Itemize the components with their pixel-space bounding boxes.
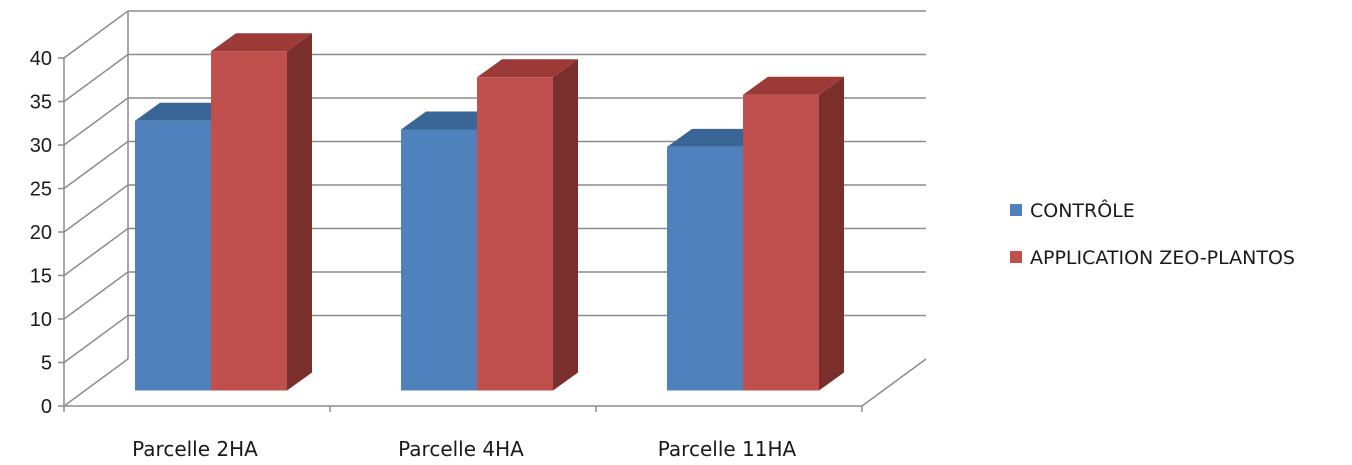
y-tick-label: 0 <box>41 396 52 418</box>
floor-right-edge <box>861 358 927 407</box>
x-tick-label: Parcelle 11HA <box>658 437 797 461</box>
y-tick-label: 20 <box>30 222 52 244</box>
bar-top <box>667 128 768 147</box>
bar-top <box>477 59 578 78</box>
labels-layer: 0 5 10 15 20 25 30 35 40 Parcelle 2HA Parcelle 4HA… <box>30 48 797 461</box>
bar <box>477 59 578 391</box>
y-tick-label: 30 <box>30 135 52 157</box>
legend: CONTRÔLE APPLICATION ZEO-PLANTOS <box>1010 198 1295 269</box>
bar-side <box>553 59 578 391</box>
bar-front <box>135 120 211 391</box>
side-wall-gridline <box>63 271 129 320</box>
bar-top <box>211 33 312 52</box>
side-wall-gridline <box>63 314 129 364</box>
bar <box>211 33 312 391</box>
bar-side <box>287 33 312 391</box>
y-tick-label: 25 <box>30 179 52 201</box>
bar-front <box>211 51 287 391</box>
x-tick-label: Parcelle 2HA <box>132 437 258 461</box>
side-wall-gridline <box>63 184 129 233</box>
bar-side <box>819 76 844 391</box>
x-tick-label: Parcelle 4HA <box>398 437 524 461</box>
y-tick-label: 5 <box>41 353 52 375</box>
legend-item: CONTRÔLE <box>1010 198 1135 222</box>
bar-front <box>401 129 477 391</box>
bar-front <box>667 146 743 391</box>
axis-layer <box>58 57 927 412</box>
legend-swatch <box>1010 204 1022 216</box>
y-tick-label: 40 <box>30 48 52 70</box>
bar-top <box>743 76 844 95</box>
side-wall-gridline <box>63 140 129 190</box>
y-tick-label: 35 <box>30 92 52 114</box>
bar <box>743 76 844 391</box>
side-wall-gridline <box>63 97 129 146</box>
side-wall-gridline <box>63 358 129 407</box>
bar-front <box>477 77 553 391</box>
legend-item: APPLICATION ZEO-PLANTOS <box>1010 247 1295 269</box>
bar-top <box>401 111 502 130</box>
side-wall-gridline <box>63 10 129 59</box>
bar-top <box>135 102 236 121</box>
side-wall-gridline <box>63 227 129 277</box>
y-tick-label: 15 <box>30 266 52 288</box>
legend-label: APPLICATION ZEO-PLANTOS <box>1030 247 1295 269</box>
side-wall-gridline <box>63 53 129 103</box>
y-tick-label: 10 <box>30 309 52 331</box>
legend-swatch <box>1010 251 1022 263</box>
legend-label: CONTRÔLE <box>1030 198 1135 222</box>
bar-front <box>743 94 819 391</box>
bars-layer <box>135 33 844 391</box>
